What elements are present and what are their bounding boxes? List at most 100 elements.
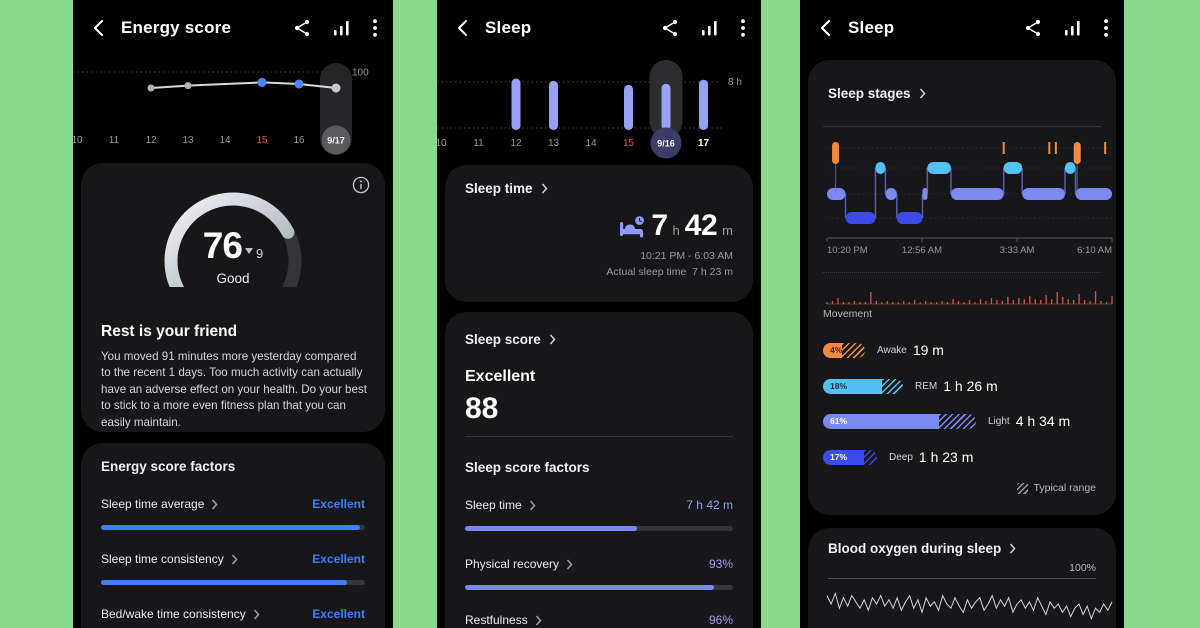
back-icon[interactable] [818,19,833,37]
stage-row-deep: 17% Deep 1 h 23 m [823,449,1101,465]
factor-row-label[interactable]: Sleep time average [101,497,218,511]
stage-row-light: 61% Light 4 h 34 m [823,413,1101,429]
energy-score-card: 76 9 Good Rest is your friend You moved … [81,163,385,432]
sleep-time-bar-chart[interactable]: 8 h 10 11 12 13 14 15 9/16 17 [437,55,761,160]
factor-row-value: Excellent [312,497,365,511]
svg-text:12: 12 [145,135,157,146]
energy-trend-line [150,81,337,89]
chevron-right-icon [231,553,238,565]
share-icon[interactable] [662,19,678,37]
stage-row-rem: 18% REM 1 h 26 m [823,378,1101,394]
sleep-bar [511,78,521,130]
factor-progress-bar [465,526,733,531]
data-point [294,79,304,89]
info-icon[interactable] [351,175,371,195]
blood-oxygen-chart [826,591,1113,621]
svg-text:11: 11 [473,138,484,149]
sleep-stage-segment [1022,188,1065,200]
share-icon[interactable] [1025,19,1041,37]
stage-value: 1 h 26 m [943,378,998,394]
stage-value: 19 m [912,342,944,358]
sleep-stage-segment [1003,162,1023,174]
factor-row-label[interactable]: Sleep time [465,498,536,512]
sleep-time-range: 10:21 PM - 6:03 AM [640,250,733,262]
svg-text:8 h: 8 h [728,77,742,88]
sleep-score-card: Sleep score Excellent 88 Sleep score fac… [445,312,753,628]
sleep-duration: 7 h 42 m [619,209,733,243]
data-point [331,83,341,93]
back-icon[interactable] [455,19,470,37]
awake-spike [1073,142,1081,164]
svg-text:9/17: 9/17 [327,136,345,146]
svg-text:13: 13 [548,138,560,149]
svg-text:14: 14 [219,135,231,146]
svg-text:13: 13 [182,135,194,146]
factor-progress-bar [101,525,365,530]
stage-pct-pill: 17% [823,449,864,465]
energy-score-value: 76 [202,225,243,266]
page-title: Sleep [848,17,895,37]
svg-text:9/16: 9/16 [657,139,675,149]
sleep-stage-segment [1075,188,1112,200]
awake-tick [1048,142,1051,154]
sleep-score-factors-title: Sleep score factors [465,460,590,475]
sleep-stage-segment [875,162,886,174]
svg-text:14: 14 [585,138,597,149]
sleep-time-title: Sleep time [465,181,548,196]
sleep-bar [549,80,558,130]
stage-pct-pill: 61% [823,413,939,429]
page-title: Energy score [121,17,232,37]
stage-pct-pill: 18% [823,378,882,394]
energy-score-gauge: 76 9 Good [153,175,313,299]
factor-progress-bar [101,580,365,585]
factor-row-value: 93% [708,557,733,571]
energy-score-trend-chart[interactable]: 100 10 11 12 13 14 15 16 9/17 [73,55,393,155]
factor-row-label[interactable]: Restfulness [465,613,542,627]
more-menu-icon[interactable] [741,18,745,37]
divider [823,126,1101,127]
data-point [184,82,192,90]
svg-text:15: 15 [256,135,268,146]
stage-label: REM [915,380,938,392]
movement-label: Movement [823,308,873,320]
factor-row-value: 96% [708,613,733,627]
share-icon[interactable] [294,19,310,37]
factor-row-label[interactable]: Physical recovery [465,557,573,571]
score-decrease-icon [244,248,253,254]
sleep-score-title[interactable]: Sleep score [465,332,556,347]
sleep-bar [699,79,708,130]
sleep-score-value: 88 [465,392,499,425]
svg-text:3:33 AM: 3:33 AM [1000,245,1035,256]
hatch-legend-icon [1016,482,1028,494]
sleep-stage-segment [1064,162,1076,174]
sleep-stages-title[interactable]: Sleep stages [828,86,926,101]
factor-progress-bar [465,585,733,590]
more-menu-icon[interactable] [373,18,377,37]
spo2-100-gridline [828,578,1096,579]
score-delta: 9 [255,246,264,261]
stage-label: Awake [877,344,907,356]
chevron-right-icon [1010,543,1016,554]
factor-row-label[interactable]: Sleep time consistency [101,552,238,566]
sleep-stage-segment [885,188,897,200]
divider [823,272,1101,273]
sleep-stage-segment [950,188,1004,200]
blood-oxygen-title[interactable]: Blood oxygen during sleep [828,541,1016,556]
stats-icon[interactable] [1064,19,1081,36]
sleep-stages-hypnogram-chart[interactable]: 10:20 PM 12:56 AM 3:33 AM 6:10 AM [823,132,1117,258]
selected-day-circle [650,127,682,159]
sleep-score-rating: Excellent [465,368,536,385]
back-icon[interactable] [91,19,106,37]
app-header: Sleep [437,0,761,55]
stage-label: Deep [889,451,913,463]
factor-row-label[interactable]: Bed/wake time consistency [101,607,260,621]
stats-icon[interactable] [333,19,350,36]
sleep-time-card[interactable]: Sleep time 7 h 42 m 10:21 PM - 6:03 AM [445,165,753,302]
svg-text:15: 15 [623,138,635,149]
more-menu-icon[interactable] [1104,18,1108,37]
app-header: Energy score [73,0,393,55]
stats-icon[interactable] [701,19,718,36]
data-point [147,84,155,92]
svg-text:10: 10 [437,138,447,149]
